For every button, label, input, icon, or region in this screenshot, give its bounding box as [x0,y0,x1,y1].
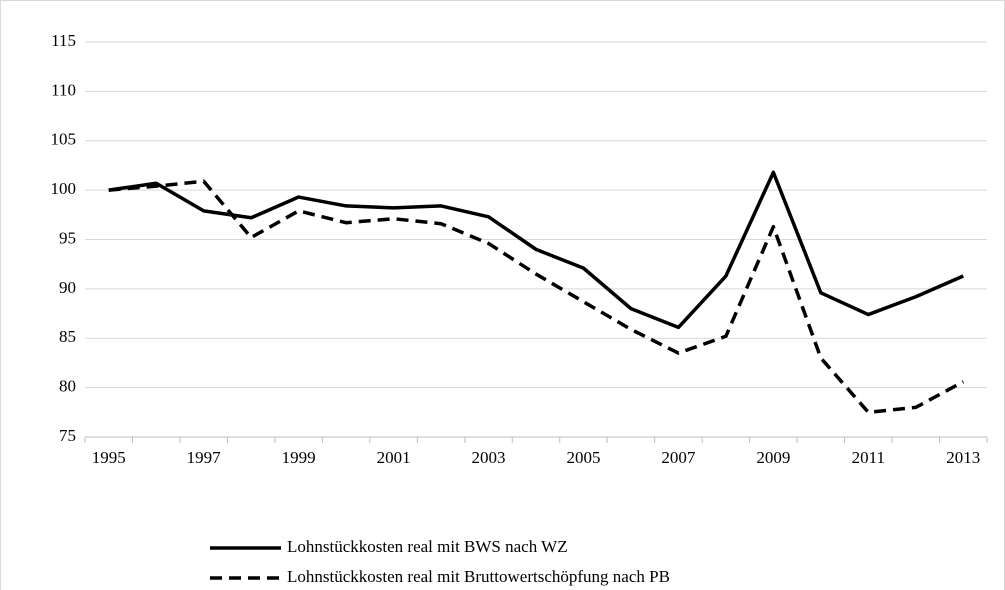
series-line [108,179,965,415]
y-tick-label: 115 [51,31,76,50]
y-tick-label: 95 [59,228,76,247]
legend-label: Lohnstückkosten real mit BWS nach WZ [287,537,568,556]
y-tick-label: 105 [51,130,77,149]
x-tick-label: 2013 [946,448,980,467]
series-line [108,170,964,330]
y-tick-label: 75 [59,426,76,445]
y-tick-label: 100 [51,179,77,198]
x-tick-label: 2009 [756,448,790,467]
y-tick-label: 85 [59,327,76,346]
y-tick-label: 90 [59,278,76,297]
x-tick-label: 1995 [92,448,126,467]
x-tick-label: 2007 [661,448,696,467]
y-tick-label: 80 [59,377,76,396]
x-tick-label: 1999 [282,448,316,467]
legend-label: Lohnstückkosten real mit Bruttowertschöp… [287,567,670,586]
y-tick-label: 110 [51,80,76,99]
x-tick-label: 2003 [472,448,506,467]
x-tick-label: 2001 [377,448,411,467]
x-tick-label: 1997 [187,448,222,467]
x-tick-label: 2011 [852,448,885,467]
x-tick-label: 2005 [566,448,600,467]
